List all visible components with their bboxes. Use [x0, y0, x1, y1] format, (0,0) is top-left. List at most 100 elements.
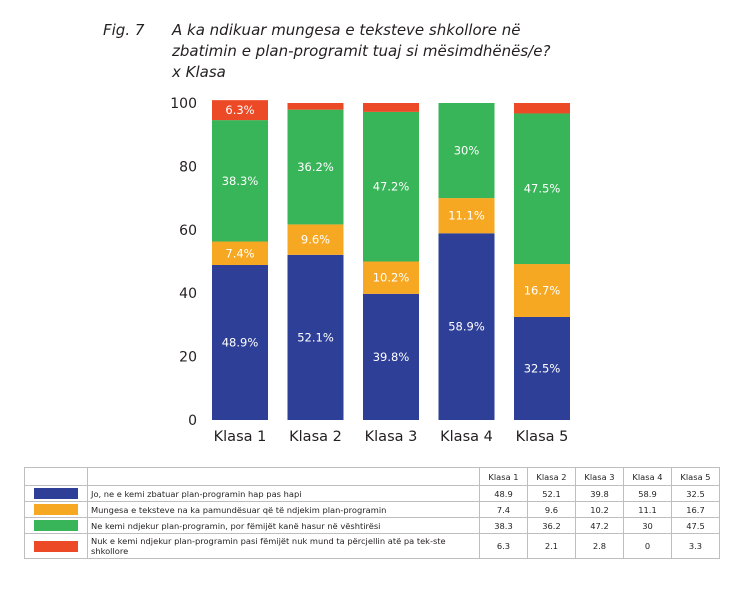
table-header-row: Klasa 1 Klasa 2 Klasa 3 Klasa 4 Klasa 5 [24, 467, 720, 486]
table-cell: 9.6 [527, 501, 576, 518]
chart-title: A ka ndikuar mungesa e teksteve shkollor… [172, 20, 602, 83]
legend-swatch [34, 504, 78, 515]
table-row: Nuk e kemi ndjekur plan-programin pasi f… [24, 533, 720, 559]
table-header-klasa-1: Klasa 1 [479, 467, 528, 486]
data-label: 39.8% [373, 350, 410, 364]
bar-segment [363, 261, 419, 294]
chart-title-line-3: x Klasa [172, 63, 226, 81]
bar-plot-area: 48.9% 7.4% 38.3% 6.3% 52.1% 9.6% 36.2% 39.8% 10.… [212, 100, 570, 420]
table-cell: 3.3 [671, 533, 720, 559]
table-cell: 48.9 [479, 485, 528, 502]
legend-swatch [34, 488, 78, 499]
table-row-label: Ne kemi ndjekur plan-programin, por fëmi… [87, 517, 480, 534]
legend-swatch-cell [24, 533, 88, 559]
table-cell: 58.9 [623, 485, 672, 502]
data-label: 38.3% [222, 174, 259, 188]
y-tick-label: 80 [179, 159, 197, 175]
table-header-klasa-5: Klasa 5 [671, 467, 720, 486]
y-tick-label: 40 [179, 286, 197, 302]
table-cell: 38.3 [479, 517, 528, 534]
x-category-label: Klasa 3 [365, 429, 418, 445]
bar-segment [514, 264, 570, 317]
data-label: 47.2% [373, 180, 410, 194]
chart-title-line-2: zbatimin e plan-programit tuaj si mësimd… [172, 42, 551, 60]
bar-segment [212, 264, 268, 420]
table-header-label-cell [87, 467, 480, 486]
bar-segment [514, 113, 570, 265]
y-tick-label: 20 [179, 350, 197, 366]
table-row: Ne kemi ndjekur plan-programin, por fëmi… [24, 517, 720, 534]
x-category-label: Klasa 5 [516, 429, 569, 445]
x-category-label: Klasa 4 [440, 429, 493, 445]
y-tick-label: 60 [179, 223, 197, 239]
bar-segment [438, 233, 495, 420]
bar-segment [287, 103, 344, 110]
table-cell: 52.1 [527, 485, 576, 502]
data-label: 47.5% [524, 182, 561, 196]
table-cell: 0 [623, 533, 672, 559]
table-cell: 39.8 [575, 485, 624, 502]
chart-title-line-1: A ka ndikuar mungesa e teksteve shkollor… [172, 21, 521, 39]
bar-segment [212, 120, 268, 242]
table-cell: 47.5 [671, 517, 720, 534]
table-cell: 36.2 [527, 517, 576, 534]
table-header-klasa-4: Klasa 4 [623, 467, 672, 486]
table-row: Mungesa e teksteve na ka pamundësuar që … [24, 501, 720, 518]
x-axis: Klasa 1 Klasa 2 Klasa 3 Klasa 4 Klasa 5 [214, 429, 569, 445]
bar-segment [212, 100, 268, 121]
table-cell: 30 [623, 517, 672, 534]
table-row: Jo, ne e kemi zbatuar plan-programin hap… [24, 485, 720, 502]
legend-swatch [34, 520, 78, 531]
table-header-swatch-cell [24, 467, 88, 486]
legend-swatch-cell [24, 501, 88, 518]
stacked-bar-chart: 0 20 40 60 80 100 48.9% 7.4% 38.3% 6.3% 52.1% 9.6%… [170, 96, 570, 445]
table-row-label: Jo, ne e kemi zbatuar plan-programin hap… [87, 485, 480, 502]
y-tick-label: 0 [188, 413, 197, 429]
table-cell: 11.1 [623, 501, 672, 518]
data-table: Klasa 1 Klasa 2 Klasa 3 Klasa 4 Klasa 5 … [24, 467, 720, 559]
data-label: 7.4% [225, 246, 254, 260]
table-cell: 7.4 [479, 501, 528, 518]
data-label: 6.3% [225, 103, 254, 117]
bar-segment [514, 316, 570, 420]
table-body: Jo, ne e kemi zbatuar plan-programin hap… [24, 485, 720, 559]
legend-swatch-cell [24, 485, 88, 502]
y-tick-label: 100 [170, 96, 197, 112]
data-label: 52.1% [297, 330, 334, 344]
table-cell: 10.2 [575, 501, 624, 518]
table-cell: 16.7 [671, 501, 720, 518]
data-label: 10.2% [373, 271, 410, 285]
table-header-klasa-2: Klasa 2 [527, 467, 576, 486]
bar-segment [363, 103, 419, 112]
figure-number: Fig. 7 [103, 21, 145, 39]
bar-segment [287, 224, 344, 255]
y-axis: 0 20 40 60 80 100 [170, 96, 197, 429]
table-cell: 47.2 [575, 517, 624, 534]
x-category-label: Klasa 2 [289, 429, 342, 445]
table-row-label: Mungesa e teksteve na ka pamundësuar që … [87, 501, 480, 518]
bar-segment [438, 103, 495, 199]
bar-segment [363, 293, 419, 420]
legend-swatch [34, 540, 78, 552]
table-cell: 32.5 [671, 485, 720, 502]
data-label: 16.7% [524, 284, 561, 298]
bar-segment [212, 241, 268, 265]
legend-swatch-cell [24, 517, 88, 534]
table-cell: 6.3 [479, 533, 528, 559]
bar-segment [514, 103, 570, 114]
data-label: 48.9% [222, 335, 259, 349]
x-category-label: Klasa 1 [214, 429, 267, 445]
bar-segment [363, 111, 419, 262]
data-label: 36.2% [297, 160, 334, 174]
data-label: 58.9% [448, 320, 485, 334]
bar-segment [287, 254, 344, 420]
bar-segment [438, 198, 495, 234]
table-header-klasa-3: Klasa 3 [575, 467, 624, 486]
table-cell: 2.1 [527, 533, 576, 559]
table-cell: 2.8 [575, 533, 624, 559]
bar-segment [287, 109, 344, 225]
data-label: 9.6% [301, 233, 330, 247]
data-label: 11.1% [448, 209, 485, 223]
table-row-label: Nuk e kemi ndjekur plan-programin pasi f… [87, 533, 480, 559]
data-label: 32.5% [524, 361, 561, 375]
